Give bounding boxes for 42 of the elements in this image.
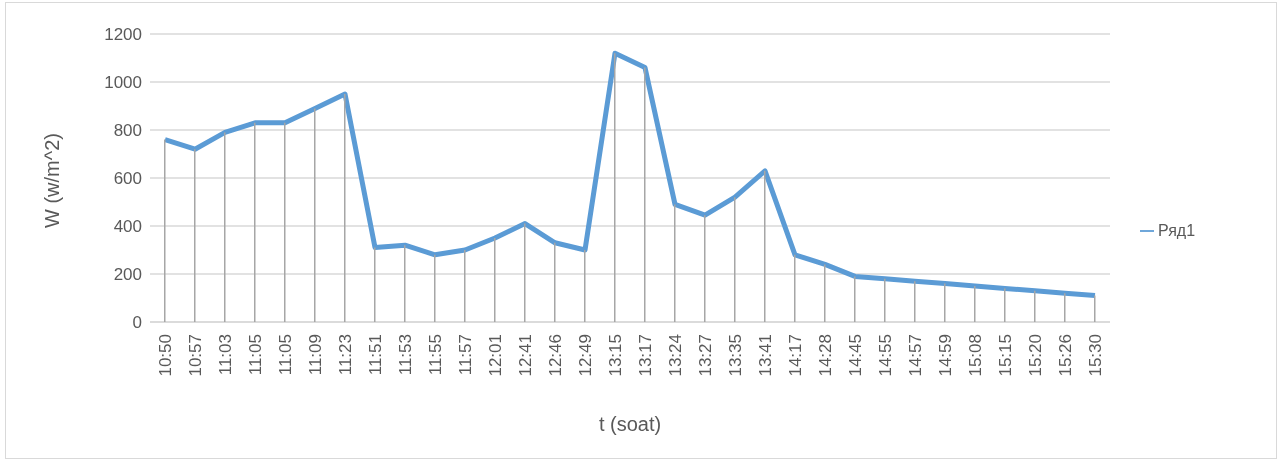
- x-tick-label: 13:27: [695, 334, 715, 377]
- x-tick-label: 10:57: [185, 334, 205, 377]
- x-tick-label: 13:24: [665, 334, 685, 377]
- x-tick-label: 15:26: [1055, 334, 1075, 377]
- x-tick-label: 15:08: [965, 334, 985, 377]
- x-tick-label: 11:05: [245, 334, 265, 376]
- x-tick-label: 12:41: [515, 334, 535, 377]
- y-tick-label: 600: [113, 169, 142, 189]
- x-tick-label: 14:17: [785, 334, 805, 377]
- x-tick-label: 11:09: [305, 334, 325, 376]
- x-tick-label: 13:15: [605, 334, 625, 377]
- x-tick-label: 14:45: [845, 334, 865, 377]
- x-tick-label: 14:55: [875, 334, 895, 377]
- x-tick-label: 13:35: [725, 334, 745, 377]
- x-tick-label: 11:03: [215, 334, 235, 376]
- y-tick-label: 1000: [104, 73, 142, 93]
- x-tick-label: 11:51: [365, 334, 385, 376]
- y-tick-label: 800: [113, 121, 142, 141]
- x-tick-label: 11:55: [425, 334, 445, 376]
- y-tick-label: 200: [113, 265, 142, 285]
- x-tick-label: 15:30: [1085, 334, 1105, 377]
- x-tick-label: 13:17: [635, 334, 655, 377]
- x-tick-label: 10:50: [155, 334, 175, 377]
- x-tick-label: 14:28: [815, 334, 835, 377]
- x-axis-title: t (soat): [598, 413, 662, 435]
- x-tick-label: 11:23: [335, 334, 355, 376]
- x-tick-label: 15:15: [995, 334, 1015, 377]
- y-axis-title: W (w/m^2): [41, 133, 64, 228]
- x-tick-label: 11:05: [275, 334, 295, 376]
- x-tick-label: 13:41: [755, 334, 775, 377]
- legend-label: Ряд1: [1158, 221, 1196, 239]
- x-tick-label: 11:53: [395, 334, 415, 376]
- y-tick-label: 1200: [104, 25, 142, 45]
- x-tick-label: 12:49: [575, 334, 595, 377]
- x-tick-label: 14:57: [905, 334, 925, 377]
- x-tick-label: 12:01: [485, 334, 505, 377]
- x-tick-label: 14:59: [935, 334, 955, 377]
- y-tick-label: 0: [132, 313, 142, 333]
- y-tick-label: 400: [113, 217, 142, 237]
- x-tick-label: 11:57: [455, 334, 475, 376]
- x-tick-label: 12:46: [545, 334, 565, 377]
- x-tick-label: 15:20: [1025, 334, 1045, 377]
